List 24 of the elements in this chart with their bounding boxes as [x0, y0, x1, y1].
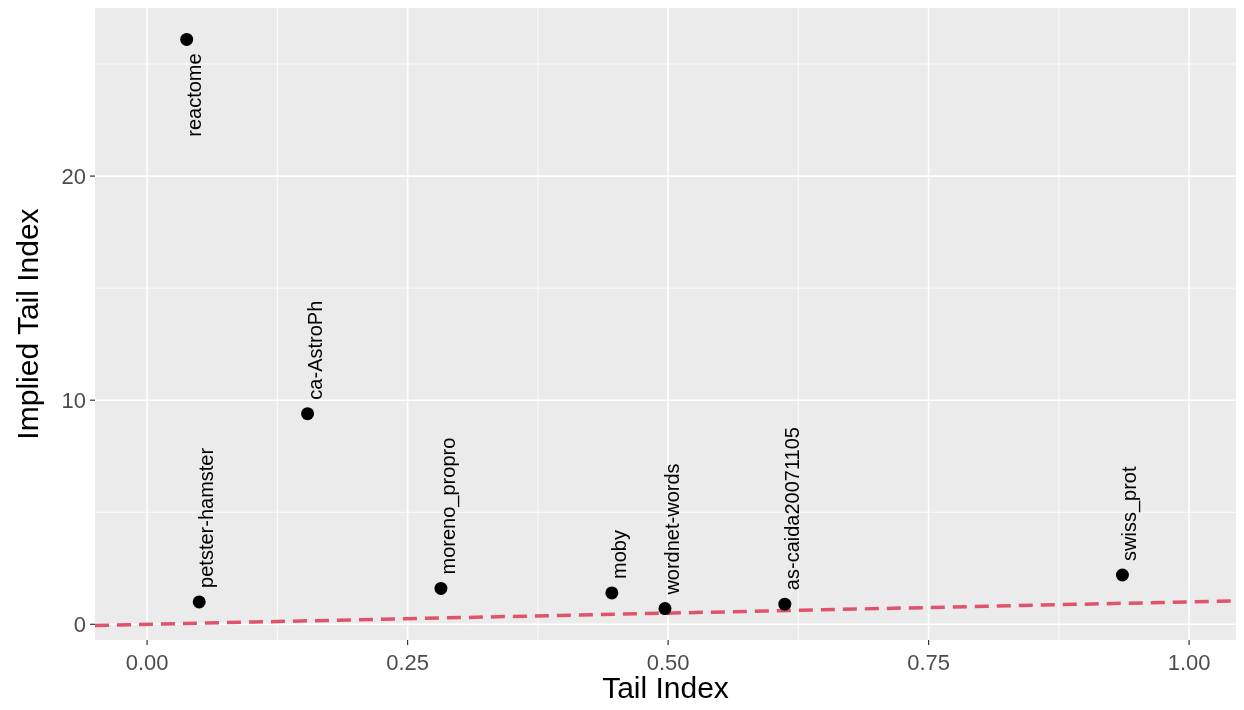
- point: [180, 32, 194, 46]
- point: [434, 581, 448, 595]
- point: [658, 602, 672, 616]
- point: [192, 595, 206, 609]
- annotation: petster-hamster: [195, 447, 218, 588]
- x-tick-label: 1.00: [1167, 650, 1211, 675]
- y-tick-label: 10: [61, 387, 86, 413]
- annotation: reactome: [182, 53, 205, 137]
- annotation: as-caida20071105: [780, 427, 803, 591]
- y-axis-title: Implied Tail Index: [11, 208, 44, 440]
- x-tick-label: 0.25: [386, 650, 430, 675]
- x-tick-label: 0.00: [125, 650, 169, 675]
- point: [778, 597, 792, 611]
- y-tick-label: 0: [73, 612, 86, 638]
- point: [1115, 568, 1129, 582]
- annotation: swiss_prot: [1118, 466, 1142, 562]
- annotation: ca-AstroPh: [303, 300, 326, 400]
- y-tick-label: 20: [61, 163, 86, 189]
- annotation: moreno_propro: [436, 437, 460, 575]
- point: [605, 586, 619, 600]
- annotation: moby: [607, 530, 630, 579]
- x-tick-label: 0.75: [907, 650, 951, 675]
- annotation: wordnet-words: [660, 463, 683, 596]
- point: [301, 407, 315, 421]
